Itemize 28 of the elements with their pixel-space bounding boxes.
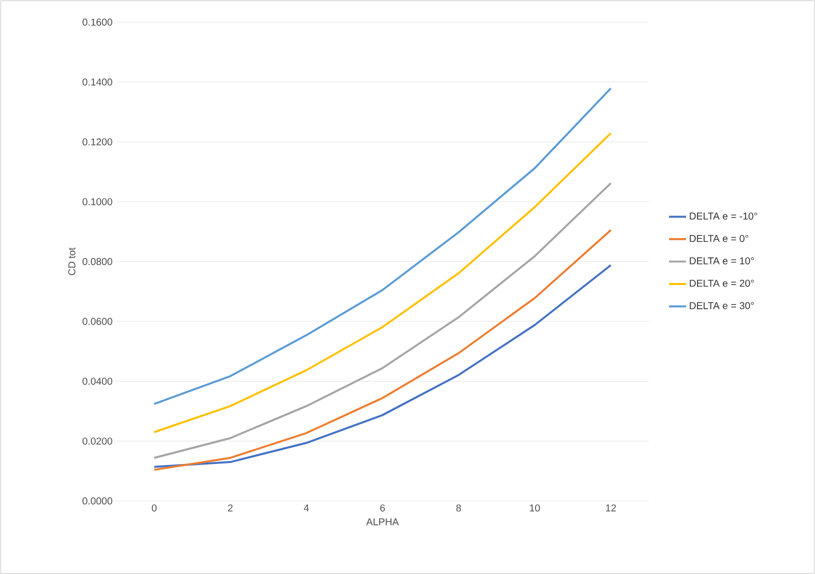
x-tick-label: 2 <box>228 504 233 512</box>
y-tick-label: 0.0800 <box>82 258 112 266</box>
legend-label: DELTA e = 10° <box>690 257 754 264</box>
line-series <box>153 229 612 471</box>
legend-label: DELTA e = 20° <box>690 280 754 287</box>
x-tick-label: 0 <box>152 504 157 512</box>
x-axis-title: ALPHA <box>366 518 399 526</box>
y-tick-label: 0.0600 <box>82 318 112 325</box>
y-tick-label: 0.1000 <box>82 198 112 206</box>
legend-label: DELTA e = 30° <box>690 302 754 310</box>
x-tick-label: 6 <box>380 504 385 512</box>
legend-label: DELTA e = -10° <box>690 212 758 220</box>
x-tick-label: 8 <box>456 504 461 512</box>
line-series <box>153 264 612 468</box>
y-axis-title: CD tot <box>68 247 76 276</box>
line-series <box>153 87 612 405</box>
x-tick-label: 12 <box>606 504 616 512</box>
x-tick-label: 4 <box>304 504 309 512</box>
y-tick-label: 0.1400 <box>82 78 112 86</box>
x-tick-label: 10 <box>530 504 540 512</box>
y-tick-label: 0.0000 <box>82 497 112 504</box>
y-tick-label: 0.0400 <box>82 378 112 385</box>
line-series <box>153 182 612 459</box>
legend-label: DELTA e = 0° <box>690 234 748 242</box>
y-tick-label: 0.1600 <box>82 18 112 26</box>
y-tick-label: 0.1200 <box>82 138 112 146</box>
y-tick-label: 0.0200 <box>82 438 112 445</box>
line-series <box>153 132 612 434</box>
